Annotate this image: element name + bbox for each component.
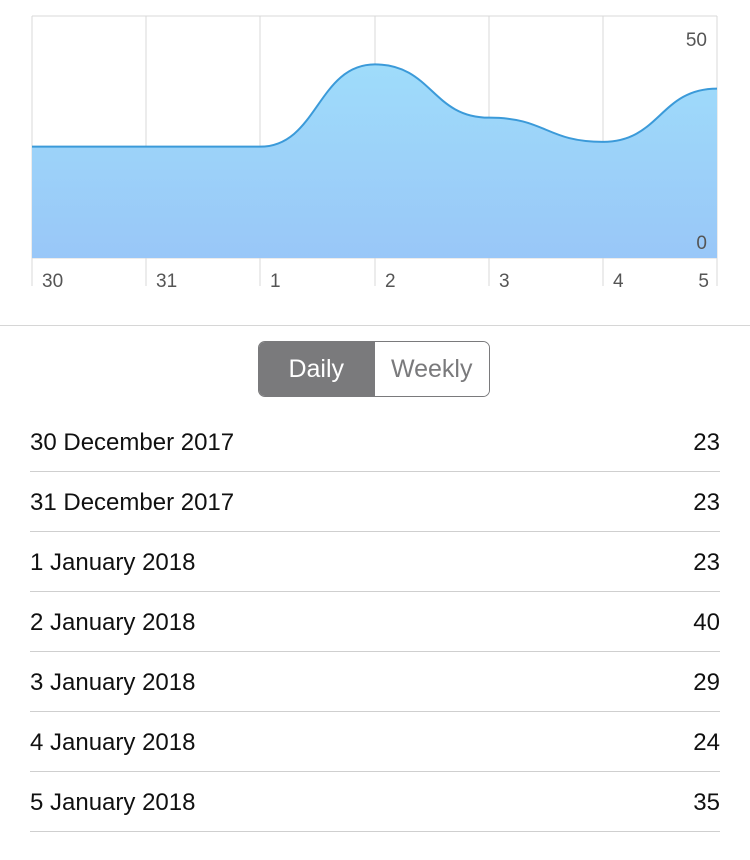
x-tick-label: 30: [42, 271, 63, 292]
row-date: 5 January 2018: [30, 788, 196, 816]
chart-x-tick-labels: 30 31 1 2 3 4 5: [42, 271, 709, 292]
daily-values-list: 30 December 2017 23 31 December 2017 23 …: [30, 412, 720, 832]
x-tick-label: 4: [613, 271, 624, 292]
list-item[interactable]: 31 December 2017 23: [30, 472, 720, 532]
chart-series-line: [31, 63, 718, 148]
row-value: 23: [693, 548, 720, 576]
x-tick-label: 31: [156, 271, 177, 292]
row-date: 4 January 2018: [30, 728, 196, 756]
row-date: 2 January 2018: [30, 608, 196, 636]
chart-area-fill: [32, 64, 717, 259]
row-value: 23: [693, 428, 720, 456]
weekly-segment[interactable]: Weekly: [373, 342, 489, 396]
row-date: 1 January 2018: [30, 548, 196, 576]
list-item[interactable]: 2 January 2018 40: [30, 592, 720, 652]
x-tick-label: 1: [270, 271, 281, 292]
y-tick-label-max: 50: [686, 30, 707, 51]
daily-segment[interactable]: Daily: [259, 342, 374, 396]
list-item[interactable]: 1 January 2018 23: [30, 532, 720, 592]
row-value: 40: [693, 608, 720, 636]
section-divider: [0, 325, 750, 326]
list-item[interactable]: 30 December 2017 23: [30, 412, 720, 472]
step-count-chart: 30 31 1 2 3 4 5 50 0: [31, 15, 718, 292]
y-tick-label-min: 0: [696, 233, 707, 254]
x-tick-label: 3: [499, 271, 510, 292]
x-tick-label: 5: [698, 271, 709, 292]
row-value: 35: [693, 788, 720, 816]
row-value: 29: [693, 668, 720, 696]
list-item[interactable]: 3 January 2018 29: [30, 652, 720, 712]
x-tick-label: 2: [385, 271, 396, 292]
row-date: 31 December 2017: [30, 488, 235, 516]
list-item[interactable]: 5 January 2018 35: [30, 772, 720, 832]
row-date: 3 January 2018: [30, 668, 196, 696]
row-value: 24: [693, 728, 720, 756]
row-value: 23: [693, 488, 720, 516]
row-date: 30 December 2017: [30, 428, 235, 456]
list-item[interactable]: 4 January 2018 24: [30, 712, 720, 772]
period-segmented-control: Daily Weekly: [258, 341, 490, 397]
